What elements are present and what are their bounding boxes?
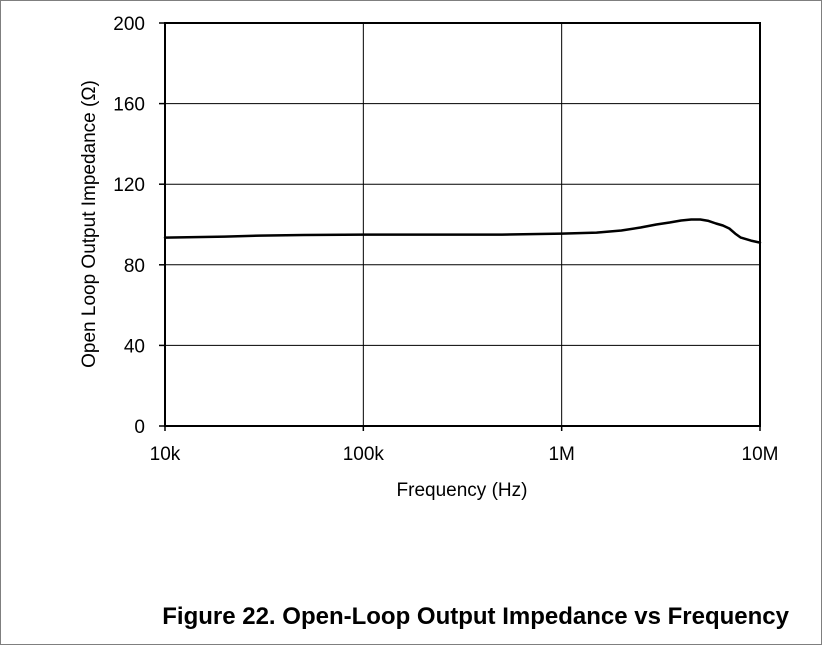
y-tick-label: 160 xyxy=(113,95,145,116)
y-axis-ticks: 0 40 80 120 160 200 xyxy=(113,14,165,438)
impedance-chart: 0 40 80 120 160 200 10k 100k 1M 10M Frequency (H… xyxy=(79,14,779,501)
y-axis-title: Open Loop Output Impedance (Ω) xyxy=(79,80,100,368)
y-tick-label: 200 xyxy=(113,14,145,35)
y-tick-label: 40 xyxy=(124,336,145,357)
impedance-series-line xyxy=(163,218,762,244)
x-axis-ticks: 10k 100k 1M 10M xyxy=(150,426,779,465)
x-tick-label: 10k xyxy=(150,444,181,465)
x-tick-label: 10M xyxy=(742,444,779,465)
x-tick-label: 1M xyxy=(548,444,574,465)
grid-lines xyxy=(165,23,760,426)
x-tick-label: 100k xyxy=(343,444,385,465)
y-tick-label: 120 xyxy=(113,175,145,196)
series-layer xyxy=(163,218,762,244)
y-tick-label: 0 xyxy=(134,417,145,438)
x-axis-title: Frequency (Hz) xyxy=(397,480,528,501)
y-tick-label: 80 xyxy=(124,256,145,277)
figure-caption: Figure 22. Open-Loop Output Impedance vs… xyxy=(162,603,789,630)
plot-area-frame xyxy=(164,22,761,427)
